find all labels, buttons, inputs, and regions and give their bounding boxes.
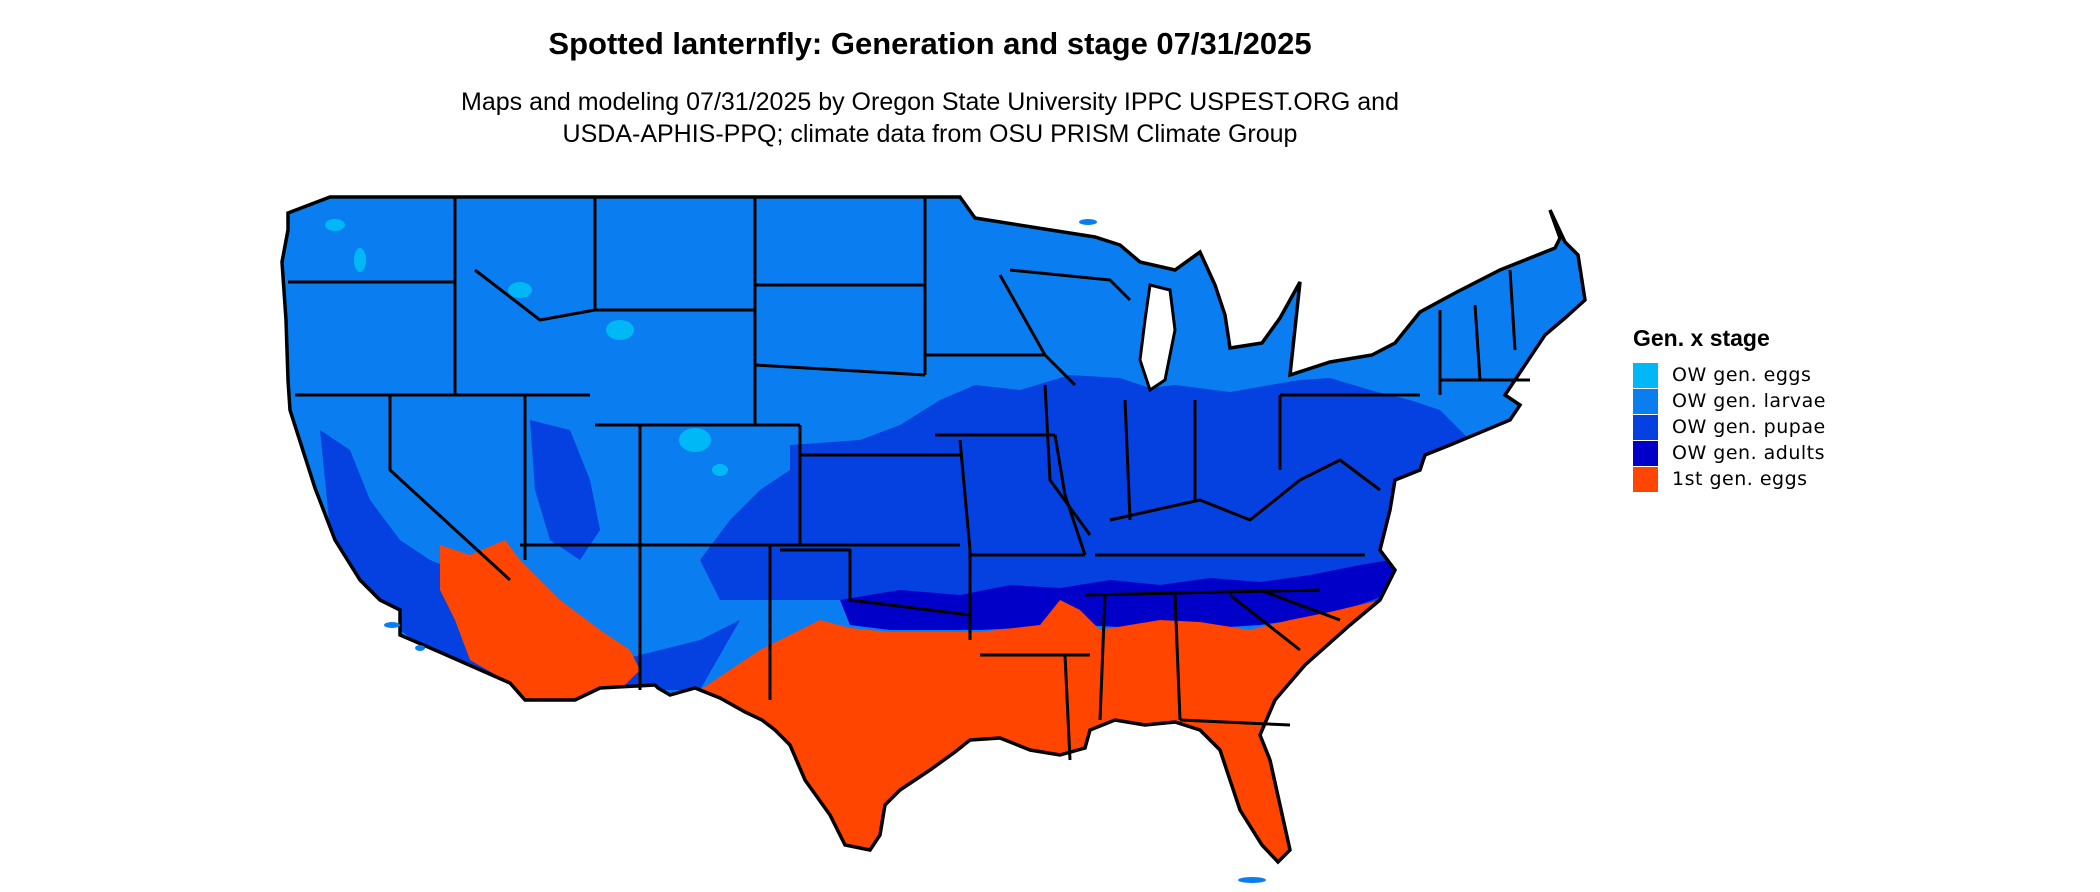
border-tn-south [1084, 588, 1321, 597]
border-mt-south [474, 268, 596, 322]
map-title: Spotted lanternfly: Generation and stage… [548, 26, 1312, 61]
state-borders [288, 197, 1530, 761]
ow-eggs-patch-colorado-2 [712, 464, 728, 476]
ow-eggs-patch-wyoming [606, 320, 634, 340]
islands [384, 219, 1266, 883]
legend-label: OW gen. adults [1672, 442, 1826, 464]
zone-1st-gen-eggs-southeast [700, 600, 1380, 862]
border-il [1043, 384, 1092, 536]
legend-label: 1st gen. eggs [1672, 468, 1808, 490]
map-subtitle: Maps and modeling 07/31/2025 by Oregon S… [0, 86, 1860, 150]
legend-swatch [1633, 466, 1658, 492]
florida-keys [1238, 877, 1266, 883]
border-sd-ne [754, 363, 926, 377]
border-vt-nh [1473, 304, 1482, 381]
border-al-ga [1173, 594, 1182, 721]
border-il-in [1123, 399, 1132, 521]
legend-item-ow-eggs: OW gen. eggs [1633, 362, 1826, 388]
legend: Gen. x stage OW gen. eggs OW gen. larvae… [1633, 325, 1826, 492]
channel-islands [384, 622, 400, 628]
border-mo-east [1053, 434, 1087, 556]
border-me-nh [1508, 269, 1517, 351]
legend-item-ow-pupae: OW gen. pupae [1633, 414, 1826, 440]
zone-ow-pupae-nevada [530, 420, 600, 560]
legend-item-ow-adults: OW gen. adults [1633, 440, 1826, 466]
border-ca-nv [388, 395, 512, 582]
channel-islands-2 [415, 645, 425, 651]
border-nc-sc [1259, 588, 1341, 622]
border-ms-al [1098, 594, 1107, 721]
border-la-ms [1063, 654, 1072, 761]
us-outer-border [280, 195, 1587, 865]
zone-ow-eggs [325, 219, 728, 476]
zone-ow-pupae [700, 375, 1480, 610]
legend-swatch [1633, 440, 1658, 466]
legend-swatch [1633, 388, 1658, 414]
ow-eggs-patch-colorado [679, 428, 711, 452]
border-mi-upper [1009, 268, 1132, 302]
border-mt-wy [593, 197, 755, 312]
border-ga-sc [1229, 593, 1301, 652]
border-va-wv [1299, 458, 1381, 492]
subtitle-line-1: Maps and modeling 07/31/2025 by Oregon S… [461, 88, 1399, 116]
legend-title: Gen. x stage [1633, 325, 1770, 351]
border-ks-mo [958, 439, 972, 640]
border-ok-tx [780, 548, 971, 617]
legend-label: OW gen. pupae [1672, 416, 1826, 438]
border-wi-mn [998, 274, 1077, 387]
legend-item-ow-larvae: OW gen. larvae [1633, 388, 1826, 414]
legend-item-1st-gen-eggs: 1st gen. eggs [1633, 466, 1826, 492]
isle-royale [1079, 219, 1097, 225]
lake-michigan [1138, 283, 1177, 393]
legend-swatch [1633, 414, 1658, 440]
legend-items: OW gen. eggs OW gen. larvae OW gen. pupa… [1633, 362, 1826, 492]
border-ky-north [1109, 478, 1301, 522]
border-ga-fl [1179, 718, 1291, 727]
legend-label: OW gen. larvae [1672, 390, 1826, 412]
legend-label: OW gen. eggs [1672, 364, 1812, 386]
ow-eggs-patch-cascades [354, 248, 366, 272]
legend-swatch [1633, 362, 1658, 388]
subtitle-line-2: USDA-APHIS-PPQ; climate data from OSU PR… [562, 120, 1298, 148]
ow-eggs-patch-olympic [325, 219, 345, 231]
zone-ow-pupae-southwest [320, 430, 740, 700]
ow-eggs-patch-idaho [508, 282, 532, 298]
zone-1st-gen-eggs-southwest [440, 540, 640, 700]
